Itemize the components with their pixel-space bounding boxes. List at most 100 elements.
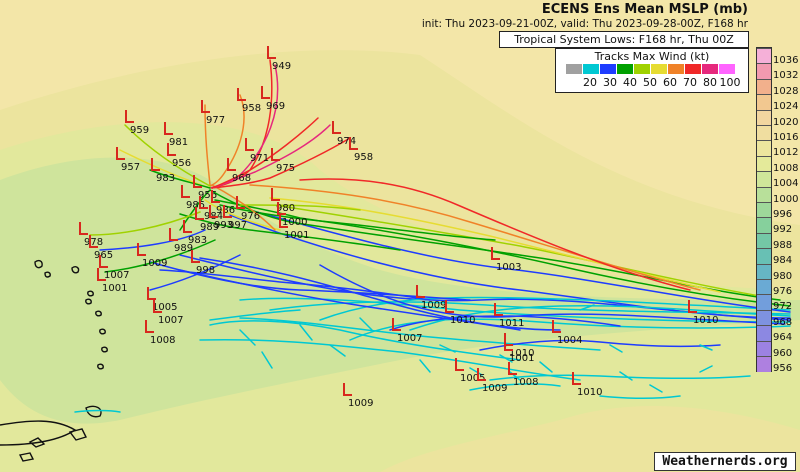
colorbar-label: 984 bbox=[773, 255, 793, 267]
colorbar-label: 1000 bbox=[773, 193, 799, 205]
low-marker bbox=[181, 185, 190, 198]
track-segment bbox=[699, 344, 713, 351]
track-segment bbox=[359, 317, 373, 331]
track-line bbox=[211, 124, 331, 189]
low-pressure-value: 989 bbox=[174, 243, 193, 254]
low-marker bbox=[211, 190, 220, 203]
low-marker bbox=[688, 300, 697, 313]
low-pressure-value: 1009 bbox=[348, 398, 373, 409]
low-pressure-value: 1007 bbox=[397, 333, 422, 344]
track-line bbox=[279, 205, 761, 297]
track-segment bbox=[539, 361, 553, 373]
track-segment bbox=[469, 367, 483, 376]
low-marker bbox=[267, 46, 276, 59]
colorbar-cell bbox=[757, 109, 771, 126]
wind-swatch bbox=[634, 64, 650, 74]
colorbar-label: 1012 bbox=[773, 147, 799, 159]
track-line bbox=[211, 184, 276, 231]
low-pressure-value: 1000 bbox=[282, 217, 307, 228]
low-pressure-value: 1003 bbox=[496, 262, 521, 273]
low-marker bbox=[153, 300, 162, 313]
wind-label: 30 bbox=[603, 76, 617, 89]
wind-legend-title: Tracks Max Wind (kt) bbox=[594, 50, 710, 63]
pressure-band-1004 bbox=[0, 157, 800, 424]
low-pressure-value: 980 bbox=[276, 203, 295, 214]
low-pressure-value: 998 bbox=[196, 265, 215, 276]
low-pressure-value: 983 bbox=[188, 235, 207, 246]
track-segment bbox=[439, 344, 456, 353]
colorbar-cell bbox=[757, 186, 771, 203]
low-pressure-value: 1007 bbox=[104, 270, 129, 281]
low-pressure-value: 1010 bbox=[693, 315, 718, 326]
colorbar-label: 1008 bbox=[773, 162, 799, 174]
colorbar-cell bbox=[757, 140, 771, 157]
low-marker bbox=[392, 318, 401, 331]
low-marker bbox=[99, 255, 108, 268]
low-pressure-value: 989 bbox=[200, 222, 219, 233]
colorbar-label: 956 bbox=[773, 363, 793, 374]
low-marker bbox=[416, 285, 425, 298]
low-pressure-value: 1010 bbox=[577, 387, 602, 398]
low-marker bbox=[201, 100, 210, 113]
low-marker bbox=[504, 338, 513, 351]
low-marker bbox=[195, 207, 204, 220]
low-pressure-value: 1009 bbox=[421, 300, 446, 311]
low-pressure-value: 1001 bbox=[284, 230, 309, 241]
colorbar-label: 968 bbox=[773, 316, 793, 328]
low-pressure-value: 1011 bbox=[499, 318, 524, 329]
low-marker bbox=[193, 175, 202, 188]
colorbar-cell bbox=[757, 309, 771, 327]
colorbar-label: 976 bbox=[773, 286, 793, 297]
track-line bbox=[249, 184, 701, 291]
track-line bbox=[211, 117, 319, 189]
low-marker bbox=[277, 202, 286, 215]
low-pressure-value: 971 bbox=[250, 153, 269, 164]
low-marker bbox=[97, 268, 106, 281]
low-marker bbox=[116, 147, 125, 160]
track-line bbox=[204, 104, 211, 186]
low-pressure-value: 959 bbox=[130, 125, 149, 136]
track-line bbox=[99, 229, 206, 251]
track-line bbox=[204, 199, 281, 231]
low-marker bbox=[245, 138, 254, 151]
track-line bbox=[179, 213, 401, 251]
low-marker bbox=[125, 110, 134, 123]
track-segment bbox=[649, 384, 663, 393]
low-pressure-value: 981 bbox=[169, 137, 188, 148]
low-marker bbox=[227, 158, 236, 171]
low-pressure-value: 949 bbox=[272, 61, 291, 72]
colorbar-cell bbox=[757, 125, 771, 142]
track-line bbox=[239, 297, 791, 323]
wind-label: 60 bbox=[663, 76, 677, 89]
wind-swatch bbox=[617, 64, 633, 74]
low-pressure-value: 956 bbox=[172, 158, 191, 169]
wind-swatch bbox=[702, 64, 718, 74]
wind-swatch bbox=[719, 64, 735, 74]
track-segment bbox=[299, 324, 313, 341]
low-pressure-value: 1010 bbox=[509, 348, 534, 359]
track-line bbox=[299, 178, 691, 291]
track-line bbox=[211, 137, 351, 189]
island-coastlines bbox=[0, 259, 108, 462]
low-marker bbox=[552, 320, 561, 333]
low-marker bbox=[147, 287, 156, 300]
low-pressure-value: 976 bbox=[241, 211, 260, 222]
colorbar-cell bbox=[757, 48, 771, 65]
low-marker bbox=[79, 222, 88, 235]
track-line bbox=[249, 209, 791, 313]
low-marker bbox=[151, 158, 160, 171]
low-pressure-value: 965 bbox=[94, 250, 113, 261]
wind-swatch bbox=[583, 64, 599, 74]
track-line bbox=[489, 374, 751, 381]
track-segment bbox=[239, 329, 256, 346]
track-segment bbox=[329, 344, 346, 357]
track-segment bbox=[419, 359, 431, 373]
map-title: ECENS Ens Mean MSLP (mb) bbox=[541, 2, 748, 17]
track-segment bbox=[499, 354, 513, 363]
low-marker bbox=[209, 205, 218, 218]
low-marker bbox=[164, 122, 173, 135]
low-marker bbox=[169, 228, 178, 241]
colorbar-cell bbox=[757, 63, 771, 80]
low-pressure-value: 1004 bbox=[557, 335, 582, 346]
low-marker bbox=[445, 300, 454, 313]
